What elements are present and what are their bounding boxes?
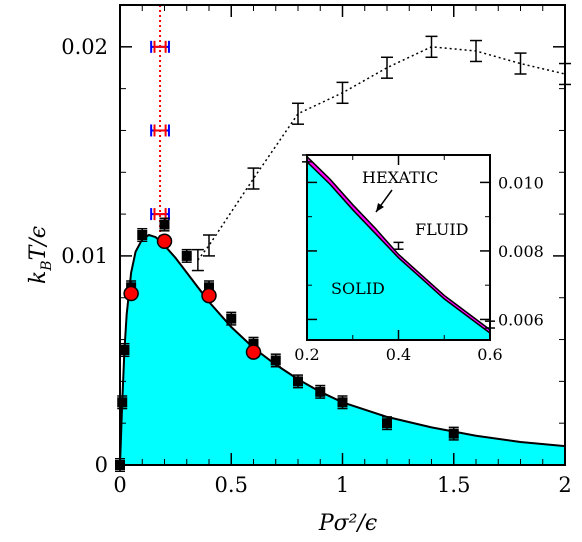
phase-boundary-curve: [119, 233, 566, 466]
y-tick-label: 0.02: [61, 35, 108, 59]
red-circle-point: [245, 344, 262, 360]
x-tick-label: 1: [336, 473, 349, 497]
x-axis-label: Pσ²/ϵ: [318, 511, 377, 536]
red-horizontal-errorbar: [153, 40, 167, 53]
dotted-series-errorbar: [381, 56, 393, 79]
x-tick-label: 0: [113, 473, 126, 497]
square-marker: [270, 353, 281, 368]
y-label-rest: T/ϵ: [26, 226, 51, 260]
square-marker: [159, 217, 170, 232]
dotted-series-errorbar: [336, 81, 349, 105]
square-marker: [226, 311, 237, 326]
inset-label-fluid: FLUID: [415, 220, 468, 239]
square-point: [248, 338, 259, 349]
red-horizontal-errorbar: [153, 124, 167, 137]
square-marker: [448, 426, 459, 441]
square-point: [382, 418, 392, 429]
inset-label-hexatic: HEXATIC: [362, 168, 438, 187]
main-plot: 0 0.5 1 1.5 2 0 0.01 0.02: [61, 4, 572, 497]
square-marker: [117, 395, 128, 410]
inset-x-tick-label: 0.6: [477, 345, 502, 364]
dotted-series-errorbar: [425, 35, 438, 59]
dotted-series-errorbar: [292, 102, 304, 125]
inset-plot: 0.2 0.4 0.6 0.006 0.008 0.010 HEXATIC FLUID SOLI…: [294, 154, 544, 364]
square-point: [119, 345, 130, 355]
y-tick-label: 0.01: [61, 244, 108, 268]
red-circle-point: [201, 287, 217, 304]
dotted-series-errorbar: [203, 234, 215, 257]
y-label-k: k: [26, 271, 51, 284]
x-tick-label: 2: [558, 473, 571, 497]
inset-x-tick-label: 0.4: [386, 345, 411, 364]
inset-label-solid: SOLID: [331, 279, 385, 298]
x-tick-label: 1.5: [437, 473, 470, 497]
square-point: [337, 397, 348, 408]
square-marker: [181, 248, 192, 263]
square-point: [270, 355, 281, 366]
dotted-series-errorbar: [470, 39, 482, 63]
inset-errorbar: [393, 241, 404, 250]
inset-y-tick-label: 0.008: [498, 242, 544, 261]
square-point: [181, 250, 192, 261]
hexatic-arrow-head: [376, 203, 384, 212]
square-marker: [382, 416, 392, 431]
square-point: [448, 428, 459, 439]
red-circle-point: [123, 285, 139, 302]
square-marker: [137, 227, 148, 243]
square-point: [159, 219, 170, 230]
inset-y-tick-label: 0.006: [498, 310, 544, 329]
square-point: [226, 313, 237, 324]
y-label-subscript: B: [39, 260, 55, 271]
inset-solid-fill: [307, 161, 490, 340]
inset-y-tick-label: 0.010: [498, 173, 544, 192]
dotted-series-errorbar: [191, 248, 204, 272]
square-point: [315, 386, 326, 397]
y-axis-label: kBT/ϵ: [26, 226, 55, 284]
square-marker: [337, 395, 348, 410]
square-point: [117, 397, 128, 408]
dotted-series-errorbar: [247, 167, 260, 190]
x-tick-label: 0.5: [215, 473, 248, 497]
square-marker: [315, 384, 326, 399]
square-point: [204, 282, 214, 293]
solid-region-fill: [120, 235, 565, 465]
inset-x-tick-label: 0.2: [294, 345, 319, 364]
square-point: [293, 376, 303, 387]
svg-text:kBT/ϵ: kBT/ϵ: [26, 226, 55, 284]
y-tick-label: 0: [95, 453, 108, 477]
square-marker: [119, 342, 130, 358]
square-point: [137, 230, 148, 240]
square-marker: [293, 374, 303, 389]
dotted-series-errorbar: [514, 52, 527, 75]
red-circle-point: [156, 233, 173, 250]
